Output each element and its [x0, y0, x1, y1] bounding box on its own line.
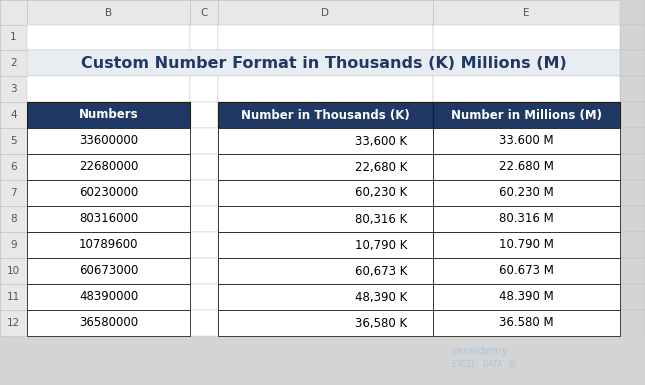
Text: 11: 11 [7, 292, 20, 302]
Text: Number in Millions (M): Number in Millions (M) [451, 109, 602, 122]
Text: 2: 2 [10, 58, 17, 68]
Text: Number in Thousands (K): Number in Thousands (K) [241, 109, 410, 122]
Text: 6: 6 [10, 162, 17, 172]
Text: E: E [523, 7, 530, 17]
Text: 1: 1 [10, 32, 17, 42]
Text: 33.600 M: 33.600 M [499, 134, 554, 147]
Text: 8: 8 [10, 214, 17, 224]
Text: 80.316 M: 80.316 M [499, 213, 554, 226]
Text: C: C [201, 7, 208, 17]
Text: exceldemy: exceldemy [451, 346, 508, 356]
Text: 48.390 M: 48.390 M [499, 291, 554, 303]
Text: 22680000: 22680000 [79, 161, 138, 174]
Text: B: B [105, 7, 112, 17]
Text: 9: 9 [10, 240, 17, 250]
Text: 60,673 K: 60,673 K [355, 264, 407, 278]
Text: D: D [321, 7, 330, 17]
Text: 60,230 K: 60,230 K [355, 186, 407, 199]
Text: 22,680 K: 22,680 K [355, 161, 407, 174]
Text: 36580000: 36580000 [79, 316, 138, 330]
Text: 7: 7 [10, 188, 17, 198]
Text: 3: 3 [10, 84, 17, 94]
Text: 10: 10 [7, 266, 20, 276]
Text: 10789600: 10789600 [79, 238, 138, 251]
Text: 48390000: 48390000 [79, 291, 138, 303]
Text: 36,580 K: 36,580 K [355, 316, 407, 330]
Text: 80316000: 80316000 [79, 213, 138, 226]
Text: 12: 12 [7, 318, 20, 328]
Text: 80,316 K: 80,316 K [355, 213, 407, 226]
Text: 60.673 M: 60.673 M [499, 264, 554, 278]
Text: 10.790 M: 10.790 M [499, 238, 554, 251]
Text: 33600000: 33600000 [79, 134, 138, 147]
Text: 4: 4 [10, 110, 17, 120]
Text: EXCEL · DATA · BI: EXCEL · DATA · BI [451, 360, 517, 369]
Text: 5: 5 [10, 136, 17, 146]
Text: Custom Number Format in Thousands (K) Millions (M): Custom Number Format in Thousands (K) Mi… [81, 55, 566, 70]
Text: Numbers: Numbers [79, 109, 138, 122]
Text: 33,600 K: 33,600 K [355, 134, 407, 147]
Text: 60230000: 60230000 [79, 186, 138, 199]
Text: 10,790 K: 10,790 K [355, 238, 407, 251]
Text: 60673000: 60673000 [79, 264, 138, 278]
Text: 60.230 M: 60.230 M [499, 186, 554, 199]
Text: 22.680 M: 22.680 M [499, 161, 554, 174]
Text: 48,390 K: 48,390 K [355, 291, 407, 303]
Text: 36.580 M: 36.580 M [499, 316, 554, 330]
